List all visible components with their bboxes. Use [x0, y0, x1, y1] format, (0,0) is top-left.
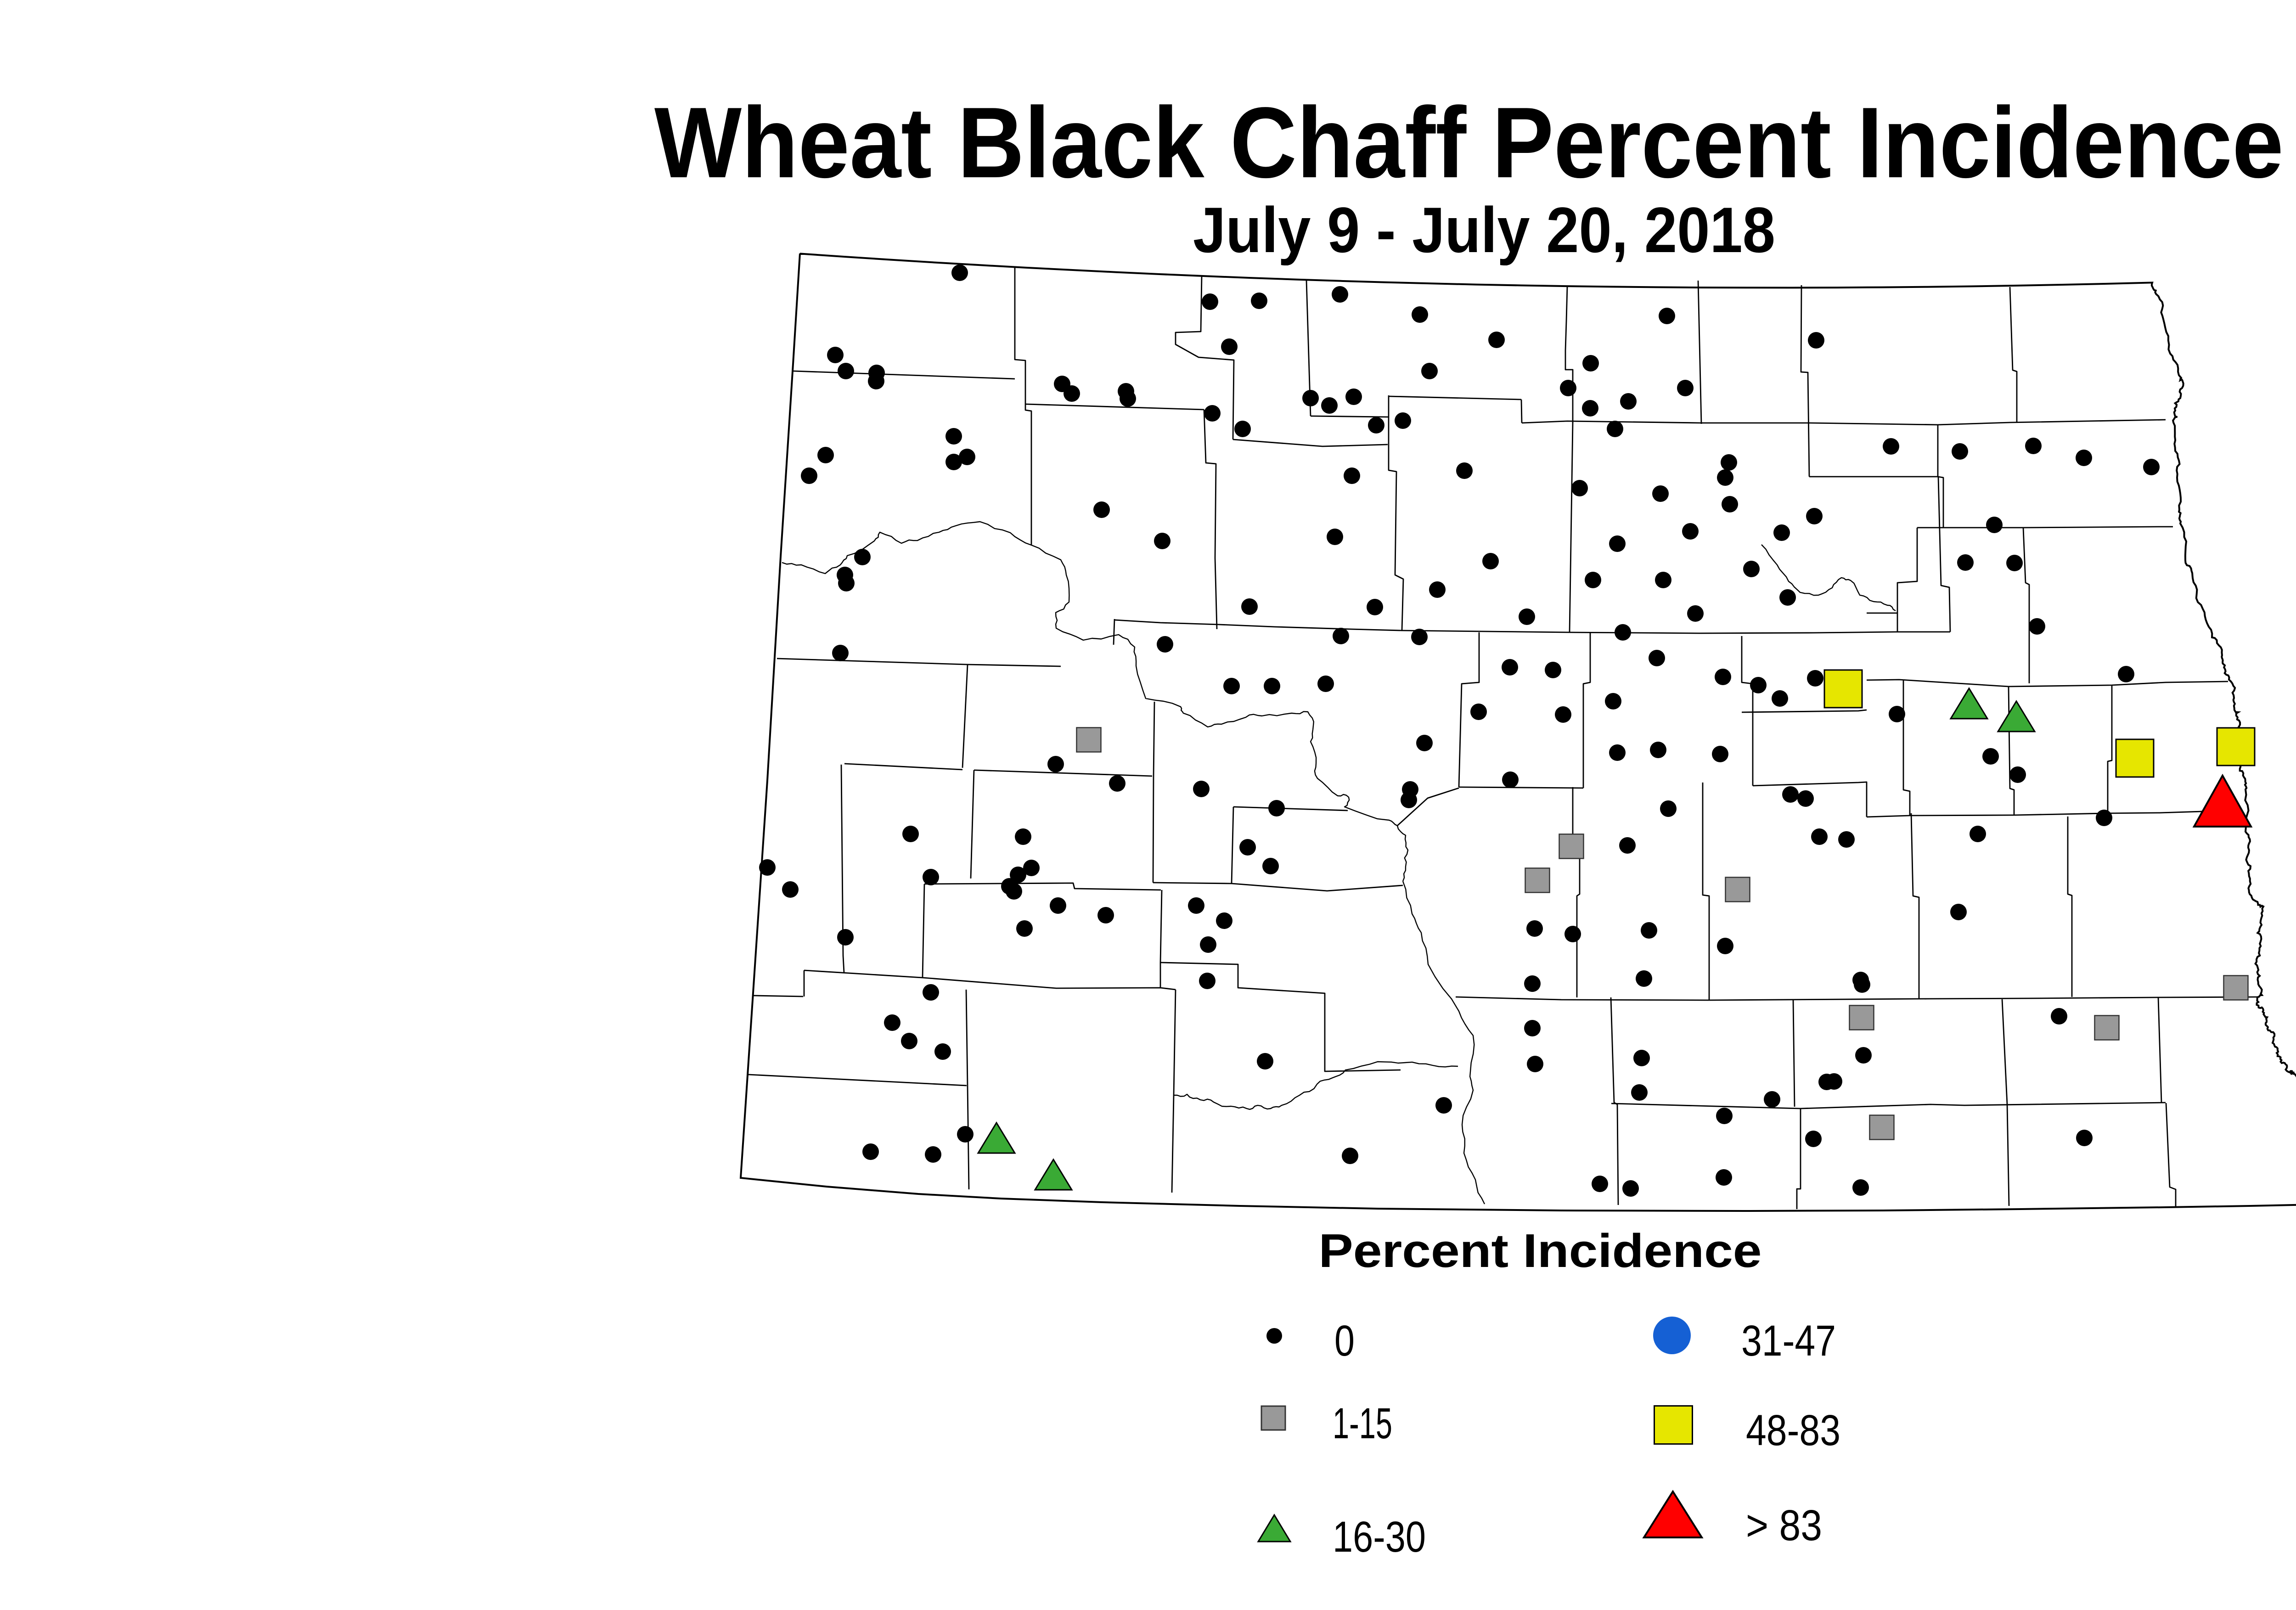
svg-text:0: 0 — [1334, 1317, 1355, 1365]
svg-text:Wheat Black Chaff Percent Inci: Wheat Black Chaff Percent Incidence — [654, 87, 2284, 199]
svg-text:> 83: > 83 — [1746, 1501, 1822, 1550]
svg-text:1-15: 1-15 — [1333, 1399, 1392, 1448]
svg-text:July 9 - July 20, 2018: July 9 - July 20, 2018 — [1193, 194, 1775, 266]
svg-text:16-30: 16-30 — [1333, 1513, 1426, 1561]
svg-text:Percent Incidence: Percent Incidence — [1319, 1224, 1762, 1277]
svg-text:48-83: 48-83 — [1746, 1406, 1840, 1455]
svg-text:31-47: 31-47 — [1741, 1317, 1836, 1365]
